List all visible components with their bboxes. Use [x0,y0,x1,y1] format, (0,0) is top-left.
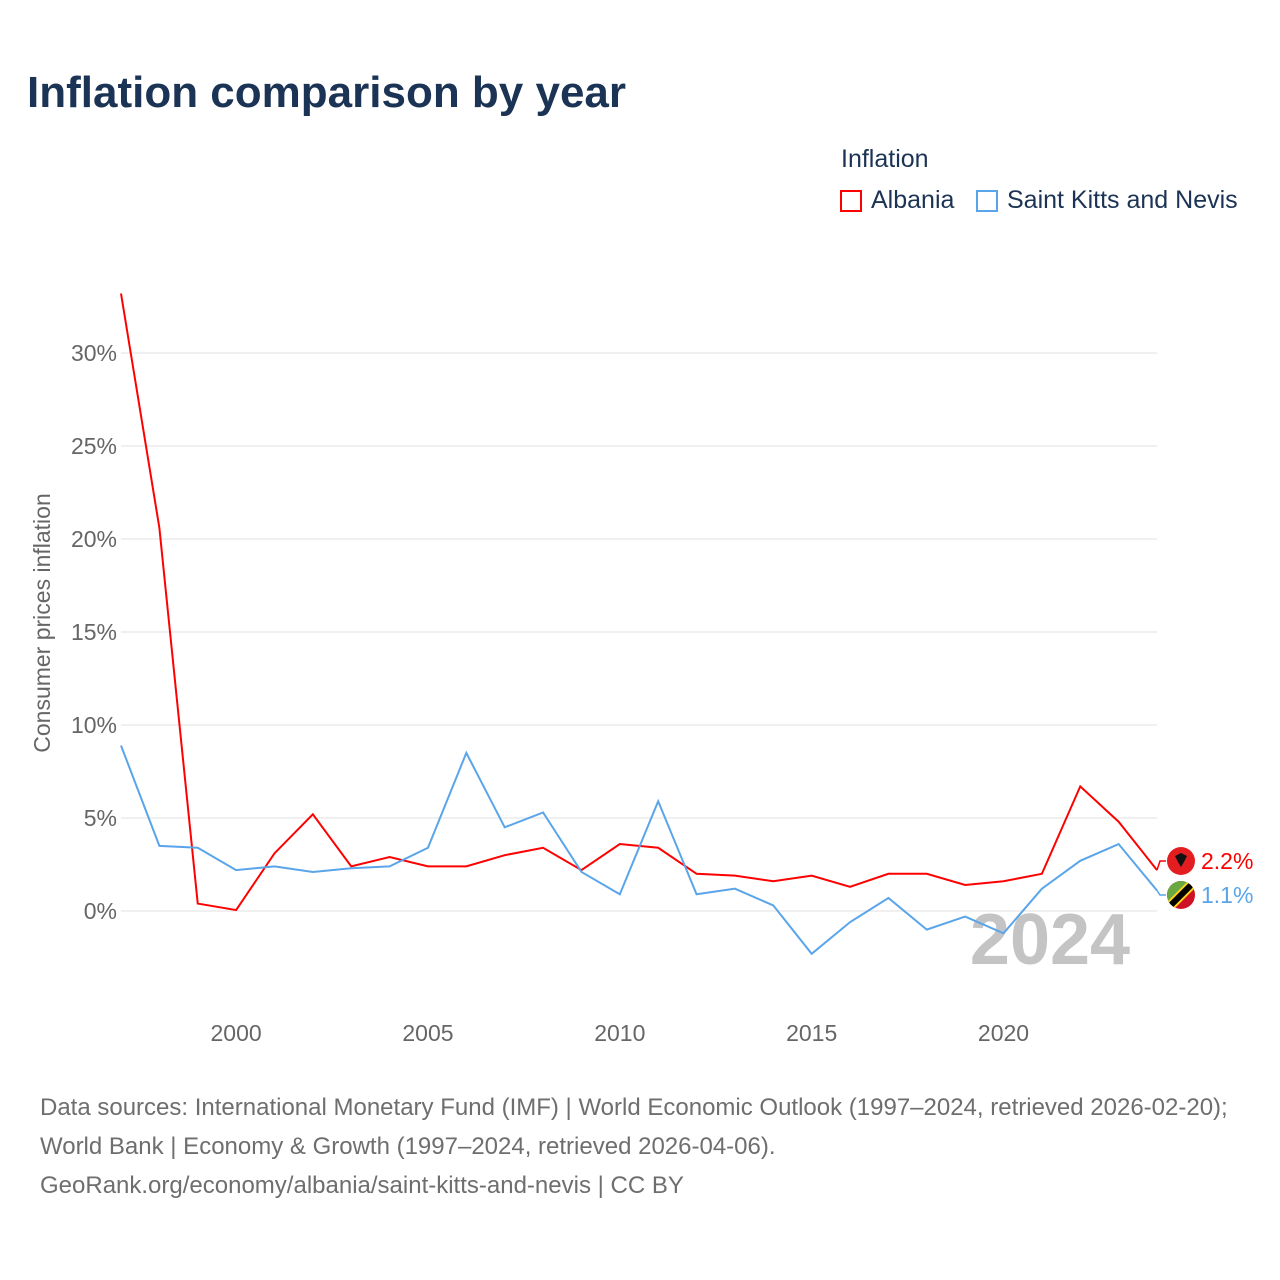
data-point-saint-kitts-and-nevis [963,914,968,919]
data-point-saint-kitts-and-nevis [234,868,239,873]
footer: Data sources: International Monetary Fun… [40,1088,1250,1205]
data-point-albania [541,845,546,850]
data-point-saint-kitts-and-nevis [541,810,546,815]
legend-label-albania: Albania [871,186,955,214]
y-tick-label: 0% [84,898,117,924]
data-point-saint-kitts-and-nevis [157,843,162,848]
data-point-albania [924,871,929,876]
data-point-saint-kitts-and-nevis [425,845,430,850]
y-tick-label: 25% [71,433,117,459]
data-point-albania [1078,784,1083,789]
series-line-saint-kitts-and-nevis [120,745,1158,956]
data-point-saint-kitts-and-nevis [349,866,354,871]
data-point-saint-kitts-and-nevis [732,886,737,891]
data-point-albania [1116,819,1121,824]
end-connector-saint-kitts-and-nevis [1156,890,1166,896]
legend-title: Inflation [841,145,929,173]
data-point-albania [1001,879,1006,884]
end-value-label-albania: 2.2% [1201,848,1253,874]
data-point-saint-kitts-and-nevis [617,892,622,897]
data-point-albania [387,855,392,860]
eagle-icon [1175,853,1187,867]
data-point-albania [119,291,124,296]
data-point-saint-kitts-and-nevis [1039,886,1044,891]
data-point-albania [157,525,162,530]
x-tick-label: 2010 [594,1020,645,1046]
data-point-saint-kitts-and-nevis [886,895,891,900]
data-point-albania [848,884,853,889]
data-point-albania [464,864,469,869]
data-point-saint-kitts-and-nevis [119,743,124,748]
data-point-saint-kitts-and-nevis [1001,931,1006,936]
data-point-saint-kitts-and-nevis [848,920,853,925]
data-point-saint-kitts-and-nevis [195,845,200,850]
data-point-albania [886,871,891,876]
legend-swatch-albania [840,189,862,212]
data-point-saint-kitts-and-nevis [464,750,469,755]
data-point-saint-kitts-and-nevis [310,869,315,874]
data-point-albania [809,873,814,878]
data-point-albania [732,873,737,878]
legend-label-saint-kitts-and-nevis: Saint Kitts and Nevis [1007,186,1238,214]
end-value-label-saint-kitts-and-nevis: 1.1% [1201,882,1253,908]
data-point-saint-kitts-and-nevis [387,864,392,869]
x-tick-label: 2005 [402,1020,453,1046]
x-tick-label: 2000 [211,1020,262,1046]
legend-item-albania[interactable]: Albania [840,186,954,215]
data-point-albania [656,845,661,850]
y-axis-label: Consumer prices inflation [29,493,55,753]
data-point-saint-kitts-and-nevis [579,869,584,874]
chart-title: Inflation comparison by year [27,68,627,117]
y-tick-label: 5% [84,805,117,831]
line-chart: 0%5%10%15%20%25%30%2000 2005 2010 2015 2020 … [29,291,1253,1046]
data-point-saint-kitts-and-nevis [771,903,776,908]
data-point-albania [272,851,277,856]
data-point-albania [1039,871,1044,876]
data-point-saint-kitts-and-nevis [272,864,277,869]
data-point-albania [694,871,699,876]
flag-icon-albania [1167,847,1195,875]
x-tick-label: 2020 [978,1020,1029,1046]
end-connector-albania [1156,860,1166,871]
data-point-saint-kitts-and-nevis [1078,858,1083,863]
data-point-saint-kitts-and-nevis [502,825,507,830]
data-point-albania [310,812,315,817]
legend-item-saint-kitts-and-nevis[interactable]: Saint Kitts and Nevis [976,186,1238,215]
legend-swatch-saint-kitts-and-nevis [976,189,998,212]
flag-icon-saint-kitts-and-nevis [1167,881,1195,909]
source-link[interactable]: GeoRank.org/economy/albania/saint-kitts-… [40,1172,684,1199]
data-point-saint-kitts-and-nevis [809,951,814,956]
x-tick-label: 2015 [786,1020,837,1046]
y-tick-label: 20% [71,526,117,552]
data-point-albania [771,879,776,884]
data-point-albania [425,864,430,869]
data-point-saint-kitts-and-nevis [694,892,699,897]
y-tick-label: 10% [71,712,117,738]
data-point-albania [195,901,200,906]
data-point-saint-kitts-and-nevis [656,799,661,804]
data-point-albania [617,842,622,847]
year-watermark: 2024 [970,900,1130,980]
data-sources: Data sources: International Monetary Fun… [40,1094,1228,1160]
flag-black [1167,881,1195,909]
y-tick-label: 15% [71,619,117,645]
data-point-albania [234,908,239,913]
data-point-saint-kitts-and-nevis [1116,842,1121,847]
y-tick-label: 30% [71,340,117,366]
flag-saint-kitts-icon [1167,881,1195,909]
data-point-albania [963,882,968,887]
data-point-saint-kitts-and-nevis [924,927,929,932]
data-point-albania [502,853,507,858]
